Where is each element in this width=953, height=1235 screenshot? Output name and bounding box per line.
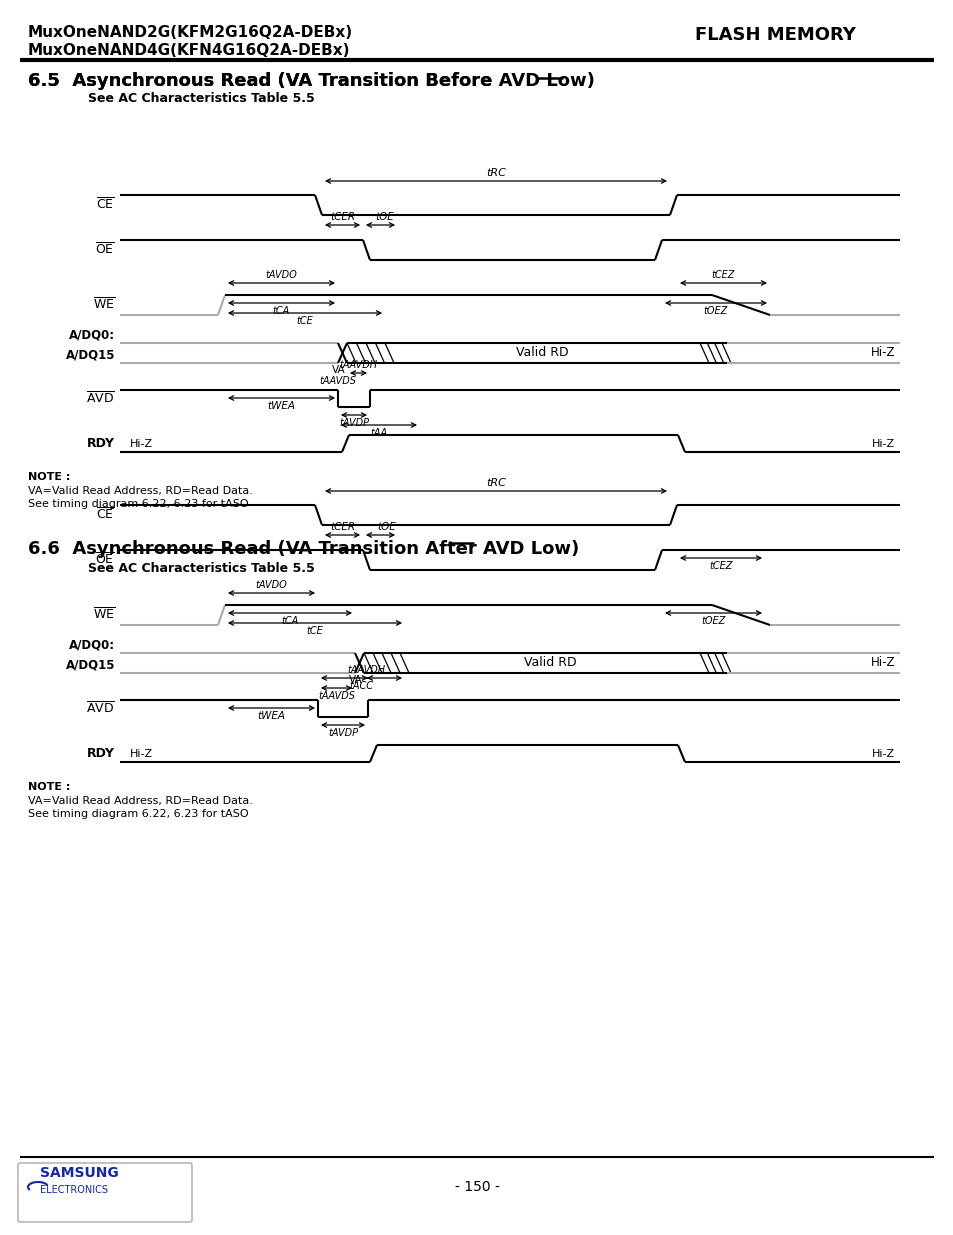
Text: NOTE :: NOTE : — [28, 472, 71, 482]
Text: $\overline{\mathrm{OE}}$: $\overline{\mathrm{OE}}$ — [95, 552, 115, 568]
Text: RDY: RDY — [87, 747, 115, 760]
Text: VA: VA — [332, 366, 345, 375]
Text: tAVDP: tAVDP — [328, 727, 357, 739]
Text: $\overline{\mathrm{CE}}$: $\overline{\mathrm{CE}}$ — [96, 508, 115, 522]
Text: $\overline{\mathrm{OE}}$: $\overline{\mathrm{OE}}$ — [95, 242, 115, 258]
Text: tRC: tRC — [485, 168, 505, 178]
Text: Hi-Z: Hi-Z — [871, 438, 894, 450]
Text: tAAVDH: tAAVDH — [347, 664, 385, 676]
Text: VA: VA — [349, 676, 362, 685]
Text: tAAVDS: tAAVDS — [317, 692, 355, 701]
Text: MuxOneNAND4G(KFN4G16Q2A-DEBx): MuxOneNAND4G(KFN4G16Q2A-DEBx) — [28, 43, 350, 58]
Text: 6.5  Asynchronous Read (VA Transition Before: 6.5 Asynchronous Read (VA Transition Bef… — [28, 72, 498, 90]
Text: See timing diagram 6.22, 6.23 for tASO: See timing diagram 6.22, 6.23 for tASO — [28, 809, 249, 819]
Text: tOE: tOE — [376, 522, 395, 532]
Text: Hi-Z: Hi-Z — [869, 657, 894, 669]
Text: tCA: tCA — [281, 616, 298, 626]
Text: tACC: tACC — [349, 680, 374, 692]
Text: VA=Valid Read Address, RD=Read Data.: VA=Valid Read Address, RD=Read Data. — [28, 487, 253, 496]
Text: RDY: RDY — [87, 437, 115, 450]
Text: A/DQ15: A/DQ15 — [66, 348, 115, 361]
Text: Valid RD: Valid RD — [516, 347, 568, 359]
Text: tCER: tCER — [330, 522, 355, 532]
Text: Valid RD: Valid RD — [523, 657, 576, 669]
Text: tAVDO: tAVDO — [265, 270, 297, 280]
Text: tWEA: tWEA — [257, 711, 285, 721]
Text: A/DQ15: A/DQ15 — [66, 658, 115, 671]
Text: tOEZ: tOEZ — [703, 306, 727, 316]
Text: NOTE :: NOTE : — [28, 782, 71, 792]
Text: tAVDP: tAVDP — [338, 417, 369, 429]
Text: $\overline{\mathrm{AVD}}$: $\overline{\mathrm{AVD}}$ — [86, 390, 115, 406]
Text: MuxOneNAND2G(KFM2G16Q2A-DEBx): MuxOneNAND2G(KFM2G16Q2A-DEBx) — [28, 25, 353, 40]
Text: See timing diagram 6.22, 6.23 for tASO: See timing diagram 6.22, 6.23 for tASO — [28, 499, 249, 509]
Text: SAMSUNG: SAMSUNG — [40, 1166, 118, 1179]
Text: tAA: tAA — [370, 429, 387, 438]
Text: A/DQ0:: A/DQ0: — [69, 638, 115, 651]
Text: Hi-Z: Hi-Z — [871, 748, 894, 760]
Text: $\overline{\mathrm{WE}}$: $\overline{\mathrm{WE}}$ — [92, 608, 115, 622]
Text: - 150 -: - 150 - — [454, 1179, 499, 1194]
Text: 6.6  Asynchronous Read (VA Transition After AVD Low): 6.6 Asynchronous Read (VA Transition Aft… — [28, 540, 578, 558]
Text: tRC: tRC — [485, 478, 505, 488]
Text: tCER: tCER — [330, 212, 355, 222]
Text: tAAVDS: tAAVDS — [319, 375, 356, 387]
Text: tCEZ: tCEZ — [711, 270, 735, 280]
Text: VA=Valid Read Address, RD=Read Data.: VA=Valid Read Address, RD=Read Data. — [28, 797, 253, 806]
Text: tAVDO: tAVDO — [255, 580, 287, 590]
Text: tCEZ: tCEZ — [709, 561, 732, 571]
Text: Hi-Z: Hi-Z — [130, 438, 153, 450]
Text: See AC Characteristics Table 5.5: See AC Characteristics Table 5.5 — [88, 91, 314, 105]
Text: $\overline{\mathrm{WE}}$: $\overline{\mathrm{WE}}$ — [92, 298, 115, 312]
Text: tCA: tCA — [273, 306, 290, 316]
Text: tCE: tCE — [306, 626, 323, 636]
Text: $\overline{\mathrm{AVD}}$: $\overline{\mathrm{AVD}}$ — [86, 700, 115, 716]
Text: tWEA: tWEA — [267, 401, 295, 411]
Text: tCE: tCE — [296, 316, 313, 326]
Text: A/DQ0:: A/DQ0: — [69, 329, 115, 341]
Text: tOEZ: tOEZ — [700, 616, 725, 626]
Text: tAAVDH: tAAVDH — [339, 359, 377, 370]
Text: ELECTRONICS: ELECTRONICS — [40, 1186, 108, 1195]
Text: $\overline{\mathrm{CE}}$: $\overline{\mathrm{CE}}$ — [96, 198, 115, 212]
FancyBboxPatch shape — [18, 1163, 192, 1221]
Text: 6.5  Asynchronous Read (VA Transition Before AVD Low): 6.5 Asynchronous Read (VA Transition Bef… — [28, 72, 595, 90]
Text: Hi-Z: Hi-Z — [869, 347, 894, 359]
Text: tOE: tOE — [375, 212, 394, 222]
Text: Hi-Z: Hi-Z — [130, 748, 153, 760]
Text: See AC Characteristics Table 5.5: See AC Characteristics Table 5.5 — [88, 562, 314, 576]
Text: FLASH MEMORY: FLASH MEMORY — [695, 26, 855, 44]
